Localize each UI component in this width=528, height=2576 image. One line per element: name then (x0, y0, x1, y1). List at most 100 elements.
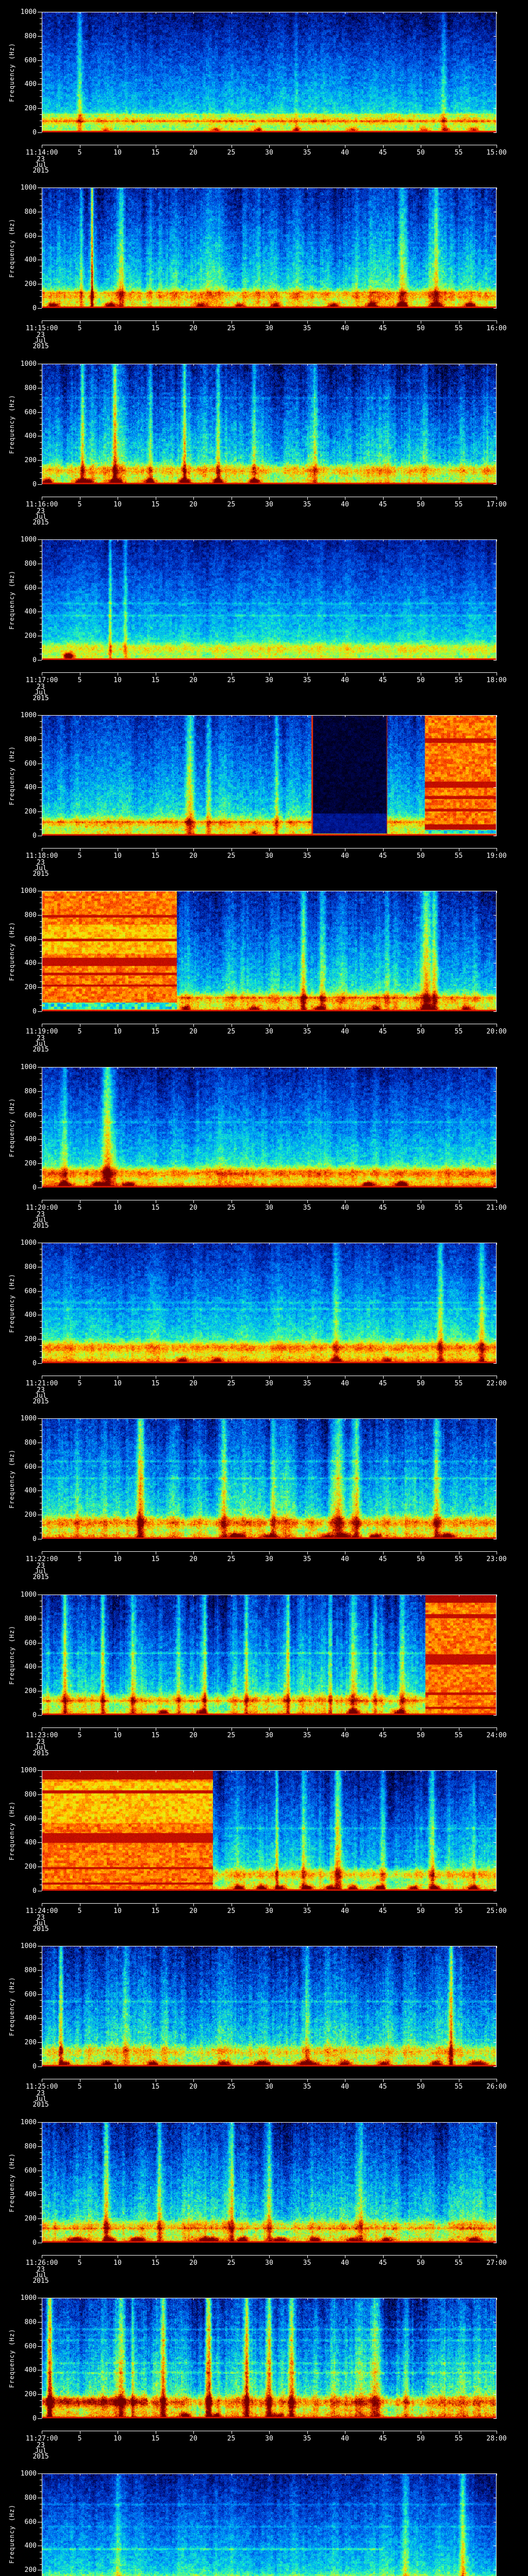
date-label: 23 (37, 859, 45, 867)
freq-right-tick (493, 2066, 497, 2067)
time-tick-label: 10 (113, 2435, 122, 2443)
freq-major-tick (38, 1139, 42, 1140)
time-tick-label: 35 (303, 501, 311, 509)
freq-tick-label: 200 (24, 808, 37, 816)
freq-minor-tick (40, 2012, 42, 2013)
freq-minor-tick (40, 1606, 42, 1607)
time-tick-label: 35 (303, 1555, 311, 1563)
freq-minor-tick (40, 1127, 42, 1128)
time-tick-label: 25 (227, 2259, 236, 2267)
freq-minor-tick (40, 2382, 42, 2383)
time-tick-label: 25 (227, 1380, 236, 1387)
time-tick (269, 2255, 270, 2258)
freq-minor-tick (40, 2158, 42, 2159)
spectrogram-canvas (42, 1418, 497, 1539)
top-frame-tick (307, 2122, 308, 2124)
y-axis-title: Frequency (Hz) (8, 394, 15, 454)
freq-minor-tick (40, 2182, 42, 2183)
freq-right-tick (493, 1139, 497, 1140)
freq-minor-tick (40, 1679, 42, 1680)
time-tick (193, 320, 194, 324)
freq-minor-tick (40, 981, 42, 982)
time-tick-label: 40 (341, 2083, 349, 2091)
time-tick-label: 35 (303, 676, 311, 684)
freq-minor-tick (40, 1685, 42, 1686)
spectrogram-canvas (42, 1243, 497, 1363)
top-frame-tick (193, 2473, 194, 2476)
freq-minor-tick (40, 921, 42, 922)
freq-minor-tick (40, 1697, 42, 1698)
freq-right-tick (493, 1011, 497, 1012)
y-axis-title: Frequency (Hz) (8, 570, 15, 630)
y-axis-title: Frequency (Hz) (8, 745, 15, 805)
freq-minor-tick (40, 575, 42, 577)
top-frame-tick (383, 12, 384, 14)
freq-minor-tick (40, 1806, 42, 1807)
freq-tick-label: 0 (32, 481, 37, 488)
freq-major-tick (38, 2346, 42, 2347)
freq-major-tick (38, 987, 42, 988)
top-frame-tick (383, 188, 384, 190)
time-tick-label: 45 (378, 1732, 387, 1739)
freq-major-tick (38, 2218, 42, 2219)
date-label: Jul (35, 1392, 47, 1400)
time-tick-label: 50 (417, 1732, 425, 1739)
time-tick (307, 672, 308, 675)
time-tick (193, 1903, 194, 1906)
freq-tick-label: 600 (24, 1287, 37, 1295)
y-axis-title: Frequency (Hz) (8, 1801, 15, 1860)
freq-minor-tick (40, 1824, 42, 1825)
freq-tick-label: 200 (24, 632, 37, 640)
freq-minor-tick (40, 90, 42, 91)
freq-major-tick (38, 1011, 42, 1012)
spectrogram-panel: Frequency (Hz) 11:15:00 16:00 0 200 400 600… (0, 176, 528, 351)
time-tick-label: 10 (113, 1204, 122, 1212)
freq-minor-tick (40, 769, 42, 770)
freq-right-tick (493, 1770, 497, 1771)
top-frame-tick (383, 2122, 384, 2124)
date-label: 23 (37, 1914, 45, 1922)
freq-major-tick (38, 1091, 42, 1092)
y-axis-title: Frequency (Hz) (8, 1976, 15, 2036)
freq-minor-tick (40, 2364, 42, 2365)
freq-minor-tick (40, 2564, 42, 2565)
time-tick-label: 15 (151, 1732, 160, 1739)
date-label: 23 (37, 1738, 45, 1746)
time-tick-label: 20 (189, 1555, 197, 1563)
freq-major-tick (38, 811, 42, 812)
end-time-label: 22:00 (486, 1380, 507, 1387)
spectrogram-canvas (42, 1946, 497, 2066)
freq-minor-tick (40, 1097, 42, 1098)
time-tick-label: 25 (227, 852, 236, 860)
time-tick-label: 15 (151, 852, 160, 860)
freq-tick-label: 800 (24, 911, 37, 919)
top-frame-tick (269, 364, 270, 366)
freq-major-tick (38, 1994, 42, 1995)
time-tick (383, 1024, 384, 1027)
freq-tick-label: 600 (24, 232, 37, 240)
freq-tick-label: 800 (24, 1263, 37, 1271)
freq-major-tick (38, 412, 42, 413)
time-tick (269, 1024, 270, 1027)
date-label: 23 (37, 2442, 45, 2449)
freq-minor-tick (40, 1073, 42, 1074)
time-tick-label: 55 (454, 149, 463, 157)
freq-minor-tick (40, 933, 42, 934)
time-tick-label: 20 (189, 1204, 197, 1212)
time-tick-label: 10 (113, 501, 122, 509)
freq-minor-tick (40, 2328, 42, 2329)
freq-major-tick (38, 914, 42, 916)
freq-minor-tick (40, 424, 42, 425)
time-tick-label: 10 (113, 1028, 122, 1036)
time-tick-label: 55 (454, 2435, 463, 2443)
time-tick-label: 5 (77, 2435, 82, 2443)
freq-major-tick (38, 2018, 42, 2019)
time-tick-label: 15 (151, 1907, 160, 1915)
freq-minor-tick (40, 2128, 42, 2129)
freq-minor-tick (40, 2030, 42, 2031)
date-label: Jul (35, 865, 47, 872)
time-tick-label: 5 (77, 1380, 82, 1387)
freq-minor-tick (40, 630, 42, 631)
top-frame-tick (383, 891, 384, 893)
freq-minor-tick (40, 18, 42, 19)
